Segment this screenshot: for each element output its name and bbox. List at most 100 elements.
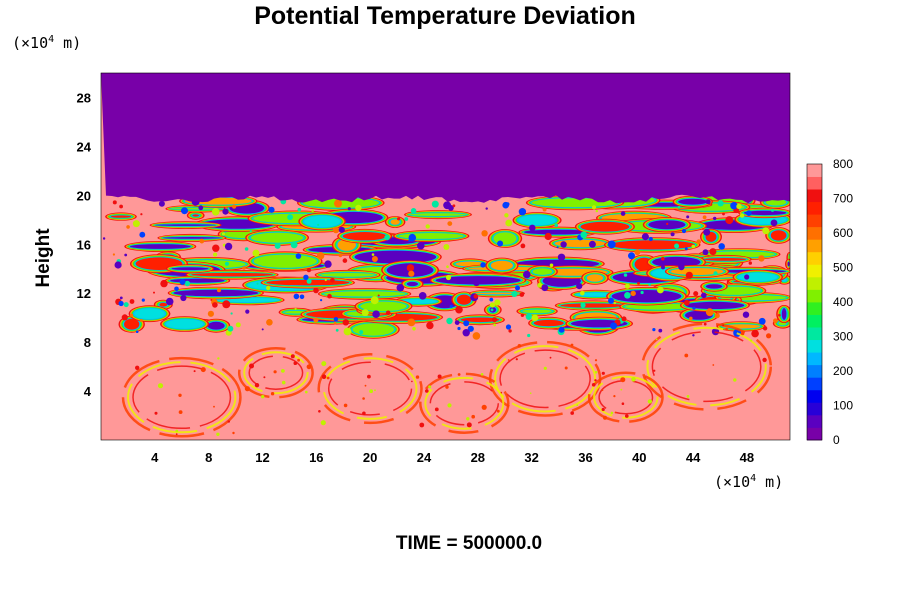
field-cell bbox=[736, 203, 742, 210]
field-cell bbox=[313, 287, 319, 294]
field-cell bbox=[232, 204, 237, 209]
field-cell bbox=[637, 282, 640, 285]
field-cell bbox=[256, 282, 259, 285]
field-cell bbox=[174, 286, 179, 292]
field-cell bbox=[515, 285, 520, 291]
field-cell bbox=[317, 223, 320, 226]
field-cell bbox=[327, 293, 332, 299]
filament-layer bbox=[532, 268, 553, 275]
field-cell bbox=[773, 318, 778, 324]
field-cell bbox=[463, 320, 470, 327]
band-filament bbox=[165, 264, 215, 274]
eddy-speck bbox=[175, 429, 179, 433]
field-cell bbox=[317, 252, 325, 260]
eddy-speck bbox=[445, 385, 449, 389]
field-cell bbox=[119, 204, 123, 209]
band-filament bbox=[337, 228, 393, 244]
filament-layer bbox=[518, 215, 556, 226]
eddy-ring bbox=[587, 371, 664, 423]
eddy-speck bbox=[263, 376, 266, 379]
band-filament bbox=[124, 241, 197, 252]
filament-layer bbox=[163, 237, 221, 239]
eddy-speck bbox=[722, 324, 725, 327]
x-tick-label: 36 bbox=[578, 450, 592, 465]
field-cell bbox=[207, 310, 214, 317]
y-axis: 4 8 12 16 20 24 28 bbox=[77, 91, 92, 400]
field-cell bbox=[692, 306, 696, 310]
field-cell bbox=[425, 224, 430, 229]
band-filament bbox=[738, 207, 790, 219]
band-filament bbox=[202, 318, 231, 333]
band-filament bbox=[247, 251, 323, 271]
eddy-speck bbox=[703, 322, 707, 326]
eddy-ring bbox=[248, 355, 304, 390]
field-cell bbox=[677, 205, 681, 209]
filament-layer bbox=[765, 199, 787, 206]
eddy-ring bbox=[429, 381, 500, 426]
field-cell bbox=[443, 244, 450, 250]
field-cell bbox=[595, 209, 598, 213]
field-cell bbox=[713, 216, 717, 221]
eddy-speck bbox=[613, 395, 616, 398]
eddy-speck bbox=[725, 327, 728, 331]
field-cell bbox=[455, 305, 463, 314]
eddy-speck bbox=[496, 409, 500, 413]
filament-layer bbox=[490, 260, 513, 271]
eddy-speck bbox=[610, 411, 614, 415]
field-cell bbox=[525, 313, 533, 320]
colorbar-swatch bbox=[807, 302, 822, 315]
filament-layer bbox=[360, 301, 407, 312]
field-cell bbox=[217, 288, 221, 293]
filament-layer bbox=[522, 309, 553, 314]
field-cell bbox=[417, 241, 425, 250]
field-cell bbox=[623, 273, 628, 277]
field-cell bbox=[297, 207, 302, 212]
eddy-ring bbox=[322, 357, 418, 420]
x-tick-label: 12 bbox=[255, 450, 269, 465]
field-cell bbox=[674, 243, 680, 249]
x-tick-label: 48 bbox=[740, 450, 754, 465]
field-cell bbox=[473, 294, 479, 299]
filament-layer bbox=[171, 267, 209, 271]
eddy-speck bbox=[374, 389, 376, 392]
eddy-speck bbox=[321, 374, 327, 380]
field-cell bbox=[165, 297, 174, 306]
y-tick-label: 24 bbox=[77, 139, 92, 154]
field-cell bbox=[236, 291, 240, 294]
band-filament bbox=[354, 298, 413, 315]
eddy-speck bbox=[254, 383, 260, 388]
field-cell bbox=[274, 242, 281, 249]
eddy-speck bbox=[318, 410, 321, 413]
field-cell bbox=[472, 279, 480, 287]
field-cell bbox=[180, 294, 187, 302]
field-cell bbox=[449, 304, 453, 308]
field-cell bbox=[696, 239, 701, 244]
field-cell bbox=[620, 211, 626, 216]
field-cell bbox=[418, 292, 427, 300]
filament-layer bbox=[352, 323, 395, 336]
eddy-ring bbox=[132, 365, 232, 430]
eddy-ring bbox=[499, 349, 591, 409]
field-cell bbox=[355, 204, 362, 212]
x-tick-label: 28 bbox=[471, 450, 485, 465]
eddy-speck bbox=[594, 379, 597, 382]
field-cell bbox=[445, 274, 452, 281]
filament-layer bbox=[207, 321, 225, 330]
field-cell bbox=[748, 261, 752, 265]
filament-layer bbox=[576, 292, 616, 297]
band-filament bbox=[393, 229, 470, 243]
field-cell bbox=[179, 279, 186, 285]
eddy-speck bbox=[762, 357, 767, 363]
colorbar-swatch bbox=[807, 339, 822, 353]
field-cell bbox=[410, 208, 417, 214]
eddy-ring bbox=[593, 375, 659, 419]
eddy-speck bbox=[515, 358, 518, 361]
eddy-ring bbox=[494, 345, 597, 413]
eddy-speck bbox=[517, 344, 522, 348]
colorbar-swatch bbox=[807, 289, 822, 303]
field-cell bbox=[338, 226, 345, 233]
field-cell bbox=[497, 240, 504, 247]
filament-layer bbox=[704, 258, 747, 261]
x-axis: 4 8 12 16 20 24 28 32 36 40 44 48 bbox=[151, 450, 754, 465]
field-cell bbox=[408, 270, 415, 277]
